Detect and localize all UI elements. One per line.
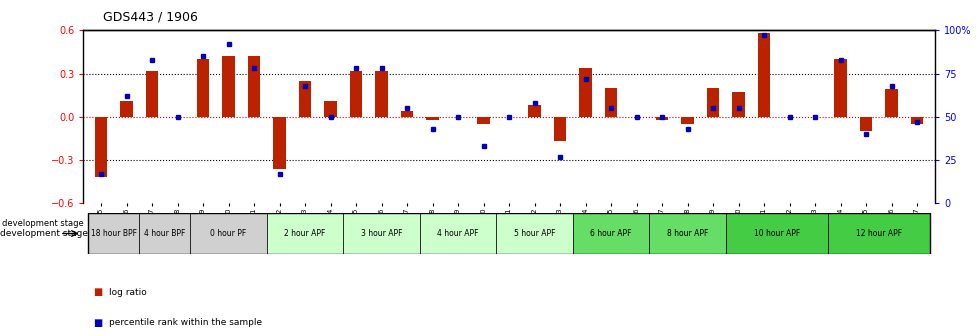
Text: 2 hour APF: 2 hour APF: [284, 229, 326, 238]
Text: 4 hour BPF: 4 hour BPF: [144, 229, 185, 238]
Bar: [343, 213, 420, 254]
Text: 3 hour APF: 3 hour APF: [361, 229, 402, 238]
Text: development stage: development stage: [0, 229, 88, 238]
Bar: [681, 117, 693, 124]
Bar: [425, 117, 438, 120]
Bar: [420, 213, 496, 254]
Text: GDS443 / 1906: GDS443 / 1906: [103, 10, 198, 23]
Bar: [910, 117, 922, 124]
Bar: [833, 59, 846, 117]
Text: log ratio: log ratio: [109, 288, 147, 297]
Bar: [827, 213, 929, 254]
Bar: [95, 117, 108, 177]
Bar: [572, 213, 648, 254]
Bar: [554, 117, 566, 141]
Bar: [375, 71, 387, 117]
Bar: [197, 59, 209, 117]
Bar: [884, 89, 897, 117]
Text: 6 hour APF: 6 hour APF: [590, 229, 631, 238]
Bar: [655, 117, 668, 120]
Bar: [88, 213, 139, 254]
Bar: [604, 88, 617, 117]
Bar: [324, 101, 336, 117]
Text: percentile rank within the sample: percentile rank within the sample: [109, 318, 261, 327]
Bar: [648, 213, 725, 254]
Bar: [725, 213, 827, 254]
Bar: [267, 213, 343, 254]
Bar: [528, 105, 541, 117]
Bar: [146, 71, 158, 117]
Bar: [298, 81, 311, 117]
Text: ■: ■: [93, 318, 102, 328]
Text: 0 hour PF: 0 hour PF: [210, 229, 246, 238]
Text: development stage: development stage: [2, 219, 83, 228]
Bar: [273, 117, 286, 169]
Text: ■: ■: [93, 287, 102, 297]
Text: 5 hour APF: 5 hour APF: [513, 229, 555, 238]
Text: 4 hour APF: 4 hour APF: [437, 229, 478, 238]
Text: 10 hour APF: 10 hour APF: [753, 229, 799, 238]
Text: 12 hour APF: 12 hour APF: [855, 229, 901, 238]
Bar: [732, 92, 744, 117]
Bar: [349, 71, 362, 117]
Bar: [222, 56, 235, 117]
Bar: [496, 213, 572, 254]
Bar: [247, 56, 260, 117]
Bar: [400, 111, 413, 117]
Bar: [757, 33, 770, 117]
Text: 18 hour BPF: 18 hour BPF: [91, 229, 137, 238]
Bar: [579, 68, 592, 117]
Bar: [476, 117, 489, 124]
Bar: [859, 117, 871, 131]
Bar: [120, 101, 133, 117]
Text: 8 hour APF: 8 hour APF: [666, 229, 707, 238]
Bar: [139, 213, 190, 254]
Bar: [706, 88, 719, 117]
Bar: [190, 213, 267, 254]
